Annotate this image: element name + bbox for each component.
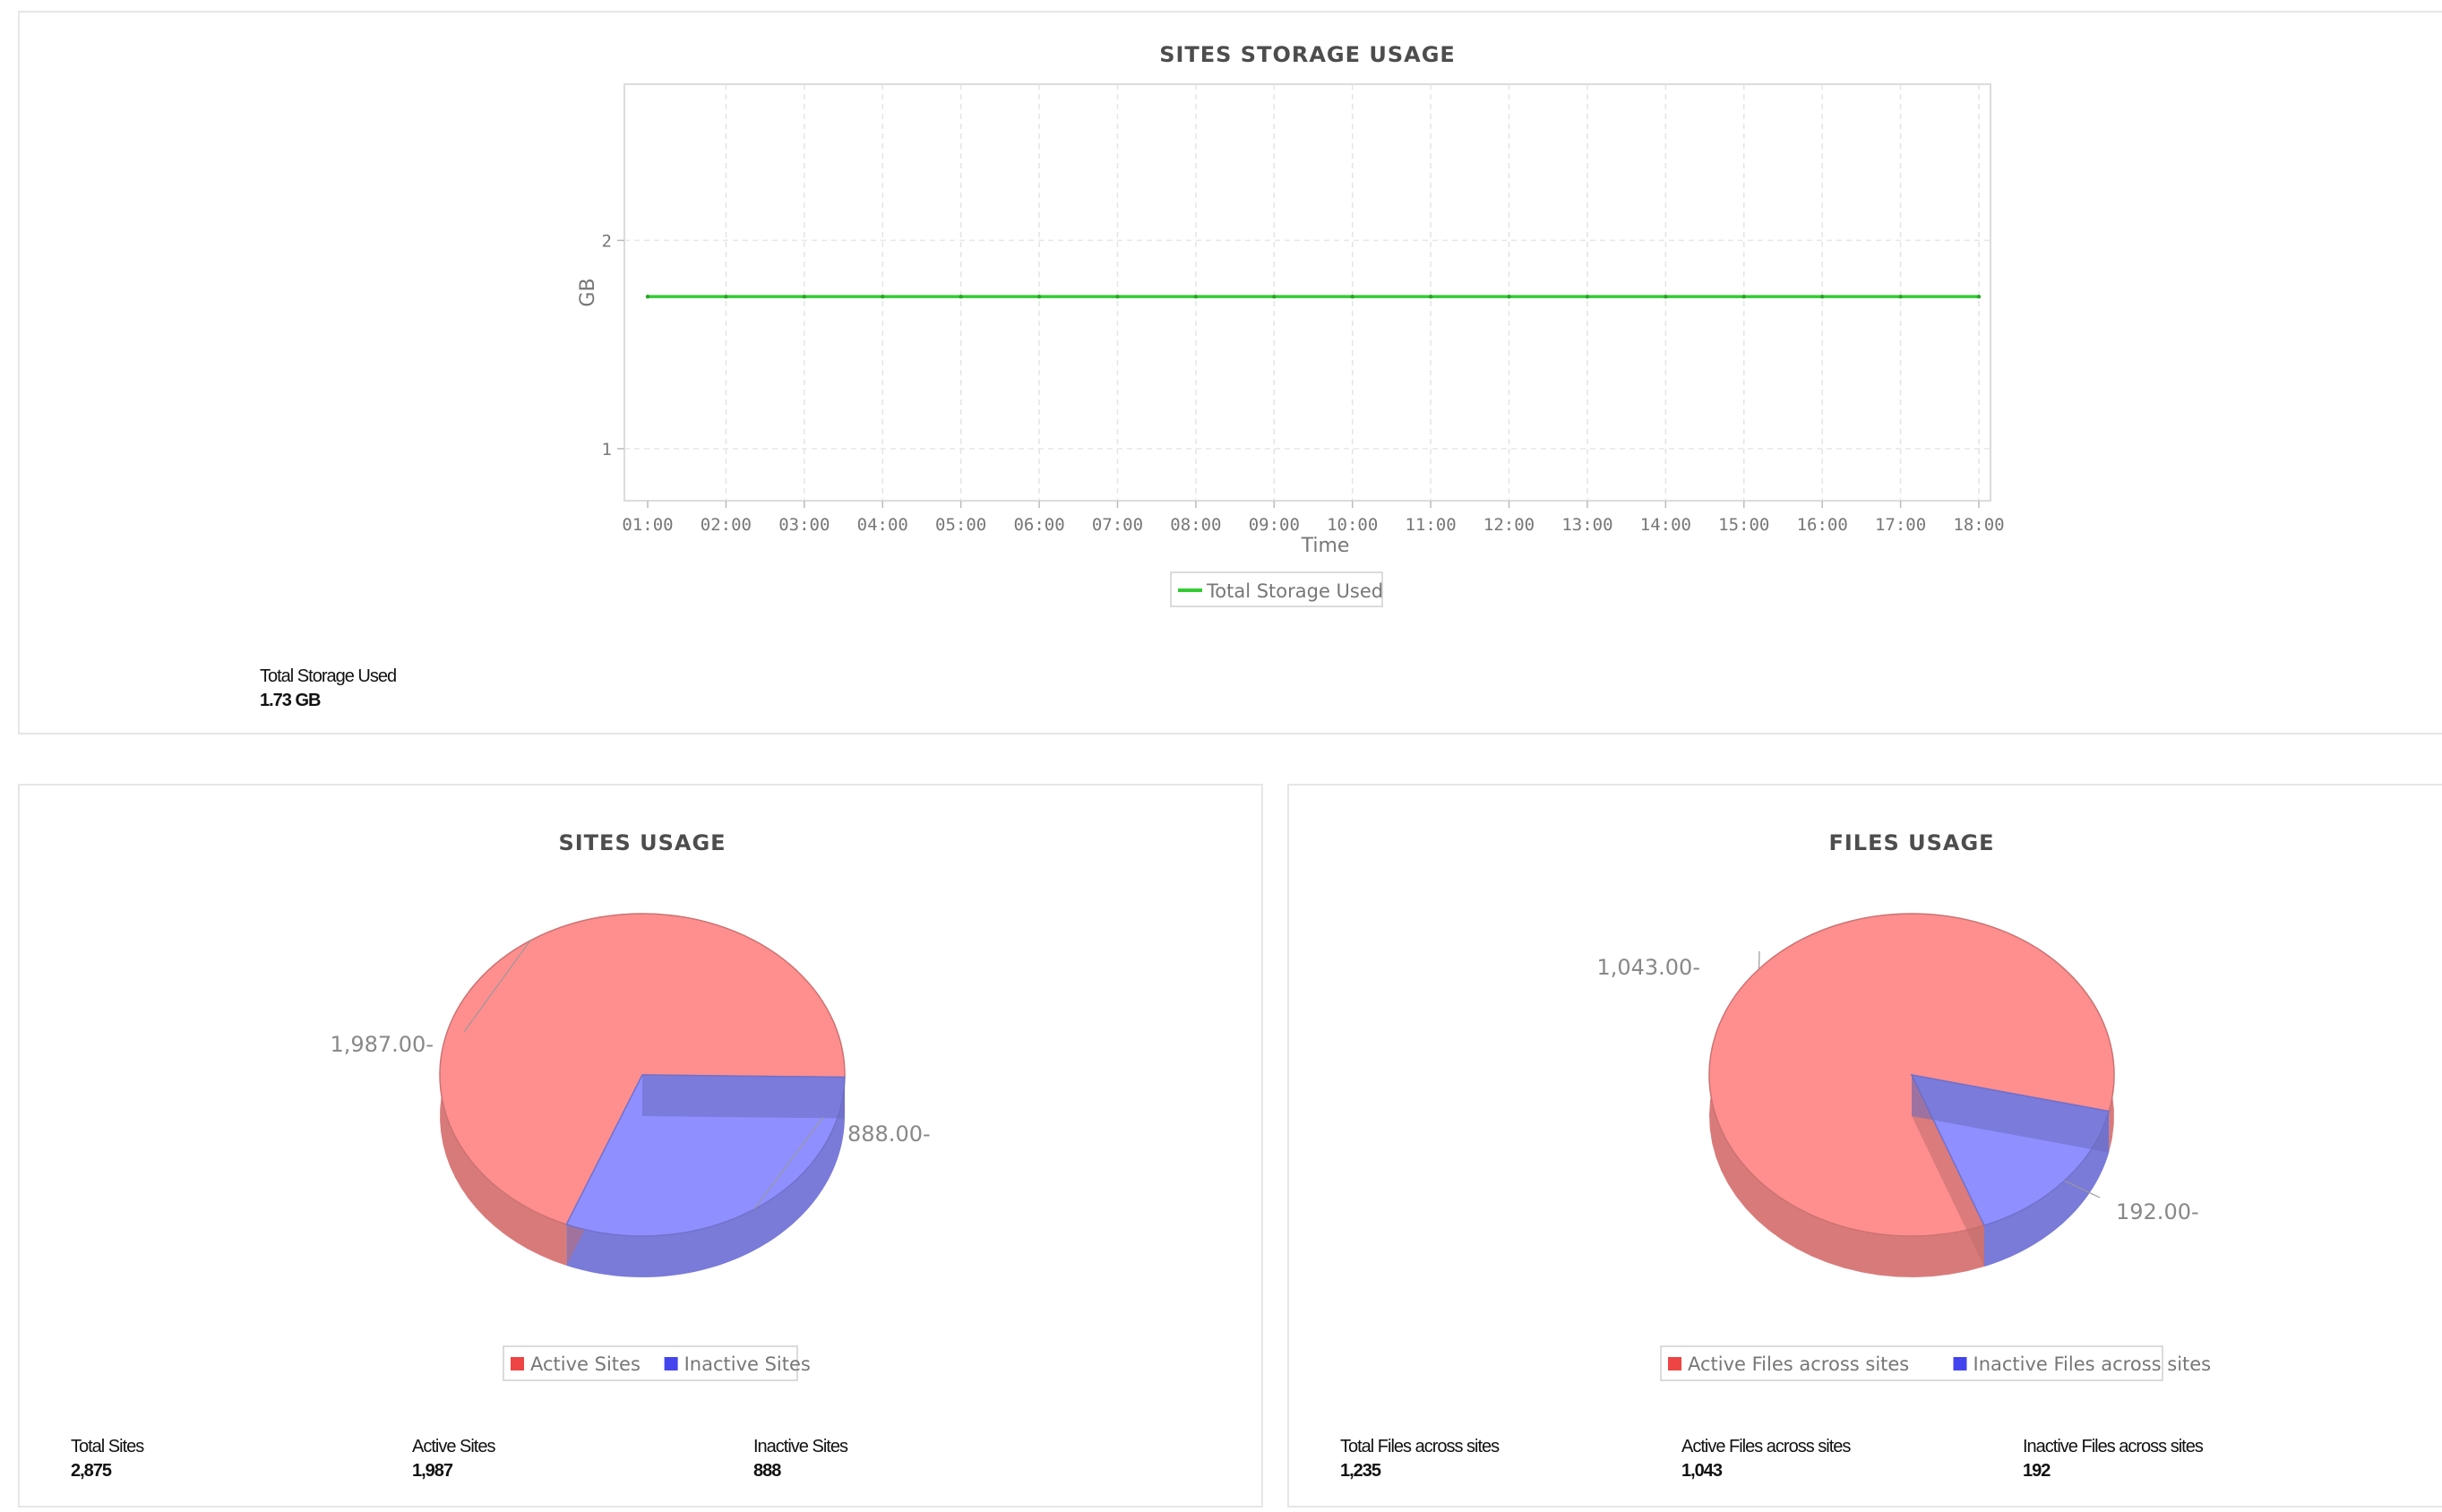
x-axis-label: Time (1301, 535, 1350, 557)
x-tick-label: 18:00 (1953, 515, 2004, 535)
slice-wall-1 (1912, 1075, 1984, 1267)
slice-value-label: 888.00- (847, 1121, 931, 1147)
legend-label: Active Sites (530, 1353, 641, 1375)
storage-line-chart: SITES STORAGE USAGE 01:00 02:00 03:00 04:00 0… (577, 42, 2005, 607)
x-tick-label: 06:00 (1013, 515, 1064, 535)
total-storage-value: 1.73 GB (260, 691, 321, 710)
y-tick-label: 2 (602, 231, 612, 251)
legend-box (1170, 571, 1383, 607)
total-storage-stat: Total Storage Used 1.73 GB (260, 665, 397, 713)
data-point (1898, 294, 1903, 299)
label-connector (2064, 1180, 2101, 1198)
x-tick-label: 04:00 (857, 515, 908, 535)
slice-wall-2 (1912, 1075, 2110, 1153)
slice-value-label: 192.00- (2116, 1199, 2199, 1224)
x-tick-label: 07:00 (1092, 515, 1143, 535)
legend-swatch (1953, 1357, 1967, 1370)
legend-label: Total Storage Used (1206, 580, 1383, 602)
stat-value: 1,987 (412, 1461, 453, 1481)
x-tick-label: 13:00 (1561, 515, 1612, 535)
legend-swatch (511, 1357, 524, 1370)
slice-side-2 (566, 1077, 845, 1277)
sites-usage-panel: SITES USAGE 1,987.00- 888.00- Active Sites I… (18, 784, 1263, 1508)
x-tick-label: 14:00 (1640, 515, 1691, 535)
x-tick-label: 16:00 (1797, 515, 1848, 535)
legend-label: Inactive Sites (684, 1353, 811, 1375)
sites-pie-chart: SITES USAGE 1,987.00- 888.00- Active Sites I… (330, 830, 931, 1381)
chart-title: SITES STORAGE USAGE (1159, 42, 1456, 67)
slice-side-2 (1983, 1111, 2110, 1267)
x-tick-label: 10:00 (1327, 515, 1378, 535)
y-tick-label: 1 (602, 440, 612, 460)
slice-value-label: 1,043.00- (1596, 955, 1700, 980)
x-tick-label: 02:00 (701, 515, 752, 535)
x-tick-label: 11:00 (1406, 515, 1457, 535)
active-files-stat: Active Files across sites 1,043 (1681, 1435, 1851, 1483)
data-point (645, 294, 650, 299)
label-connector (463, 940, 531, 1033)
data-point (1976, 294, 1982, 299)
total-sites-stat: Total Sites 2,875 (71, 1435, 144, 1483)
total-files-stat: Total Files across sites 1,235 (1340, 1435, 1500, 1483)
stat-value: 1,043 (1681, 1461, 1723, 1481)
x-tick-label: 08:00 (1170, 515, 1221, 535)
plot-area (623, 83, 1991, 502)
inactive-sites-stat: Inactive Sites 888 (753, 1435, 848, 1483)
stat-value: 2,875 (71, 1461, 112, 1481)
y-axis-label: GB (577, 278, 599, 306)
files-pie-chart: FILES USAGE 1,043.00- 192.00- Active Files … (1596, 830, 2212, 1381)
legend-label: Active Files across sites (1688, 1353, 1909, 1375)
storage-usage-panel: SITES STORAGE USAGE 01:00 02:00 03:00 04:00 0… (18, 11, 2442, 735)
x-tick-label: 01:00 (622, 515, 673, 535)
stat-label: Total Sites (71, 1437, 144, 1456)
x-tick-label: 05:00 (935, 515, 986, 535)
label-connector (1758, 950, 1760, 969)
stat-label: Total Files across sites (1340, 1437, 1500, 1456)
x-tick-label: 12:00 (1483, 515, 1535, 535)
stat-label: Active Files across sites (1681, 1437, 1851, 1456)
data-point (1507, 294, 1511, 299)
legend-label: Inactive Files across sites (1973, 1353, 2212, 1375)
slice-wall-2 (642, 1075, 845, 1119)
legend-swatch (664, 1357, 678, 1370)
chart-title: FILES USAGE (1828, 830, 1994, 855)
label-connector (753, 1116, 824, 1210)
stat-value: 888 (753, 1461, 781, 1481)
active-sites-stat: Active Sites 1,987 (412, 1435, 495, 1483)
x-tick-label: 15:00 (1718, 515, 1769, 535)
data-point (1741, 294, 1746, 299)
legend-box (1660, 1345, 2163, 1381)
data-point (1272, 294, 1277, 299)
files-usage-panel: FILES USAGE 1,043.00- 192.00- Active Files … (1287, 784, 2442, 1508)
stat-label: Inactive Files across sites (2023, 1437, 2204, 1456)
legend-box (503, 1345, 798, 1381)
data-point (1036, 294, 1042, 299)
inactive-files-stat: Inactive Files across sites 192 (2023, 1435, 2204, 1483)
data-point (724, 294, 728, 299)
data-point (1819, 294, 1825, 299)
data-point (1585, 294, 1590, 299)
data-point (802, 294, 807, 299)
x-tick-label: 09:00 (1249, 515, 1300, 535)
stat-label: Inactive Sites (753, 1437, 848, 1456)
data-point (1193, 294, 1199, 299)
total-storage-label: Total Storage Used (260, 666, 397, 686)
data-point (881, 294, 885, 299)
data-point (959, 294, 963, 299)
x-tick-label: 03:00 (778, 515, 830, 535)
stat-label: Active Sites (412, 1437, 495, 1456)
data-point (1664, 294, 1668, 299)
slice-value-label: 1,987.00- (330, 1032, 434, 1057)
stat-value: 192 (2023, 1461, 2051, 1481)
x-tick-label: 17:00 (1875, 515, 1926, 535)
data-point (1350, 294, 1354, 299)
stat-value: 1,235 (1340, 1461, 1381, 1481)
data-point (1428, 294, 1433, 299)
chart-title: SITES USAGE (558, 830, 726, 855)
data-point (1115, 294, 1120, 299)
legend-swatch (1668, 1357, 1681, 1370)
